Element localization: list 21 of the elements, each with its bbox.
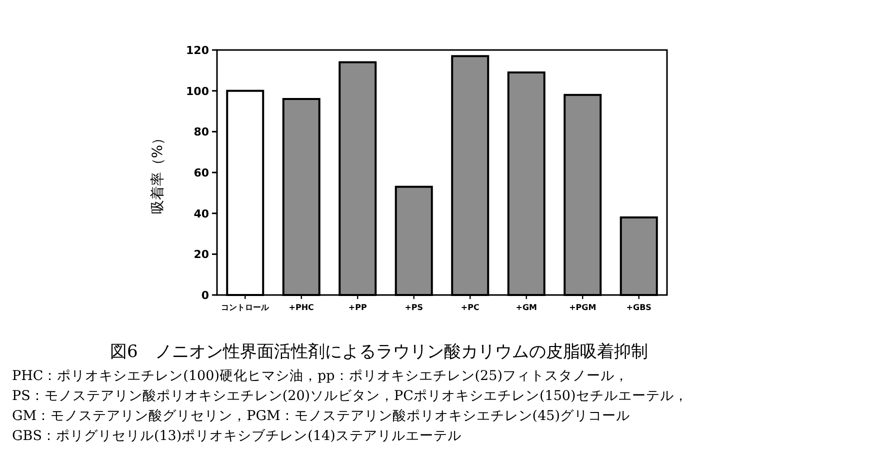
y-tick-label: 80 (194, 126, 210, 139)
text: PHC：ポリオキシエチレン(100)硬化ヒマシ油，pp：ポリオキシエチレン(25)フィトスタノール， (12, 368, 628, 384)
x-tick-label: +PHC (288, 303, 314, 312)
y-tick-label: 60 (194, 166, 210, 180)
x-tick-label: コントロール (221, 303, 270, 312)
text: GBS：ポリグリセリル(13)ポリオキシブチレン(14)ステアリルエーテル (12, 428, 462, 444)
text: GM：モノステアリン酸グリセリン，PGM：モノステアリン酸ポリオキシエチレン(45)グリコール (12, 408, 630, 424)
text: PS：モノステアリン酸ポリオキシエチレン(20)ソルビタン，PCポリオキシエチレン(150)セチルエーテル， (12, 388, 688, 404)
x-tick-label: +PGM (569, 303, 596, 312)
text: 図6 ノニオン性界面活性剤によるラウリン酸カリウムの皮脂吸着抑制 (110, 342, 648, 362)
y-tick-label: 100 (186, 84, 210, 98)
y-axis-title: 吸着率（%） (150, 130, 166, 214)
x-tick-label: +PC (460, 303, 480, 312)
y-tick-label: 120 (186, 44, 210, 57)
x-tick-label: +PP (348, 303, 367, 312)
y-tick-label: 40 (194, 207, 210, 220)
x-tick-label: +GM (516, 303, 538, 312)
y-tick-label: 20 (194, 248, 210, 262)
y-tick-label: 0 (201, 289, 210, 302)
x-tick-label: +GBS (626, 303, 652, 312)
x-tick-label: +PS (404, 303, 424, 312)
